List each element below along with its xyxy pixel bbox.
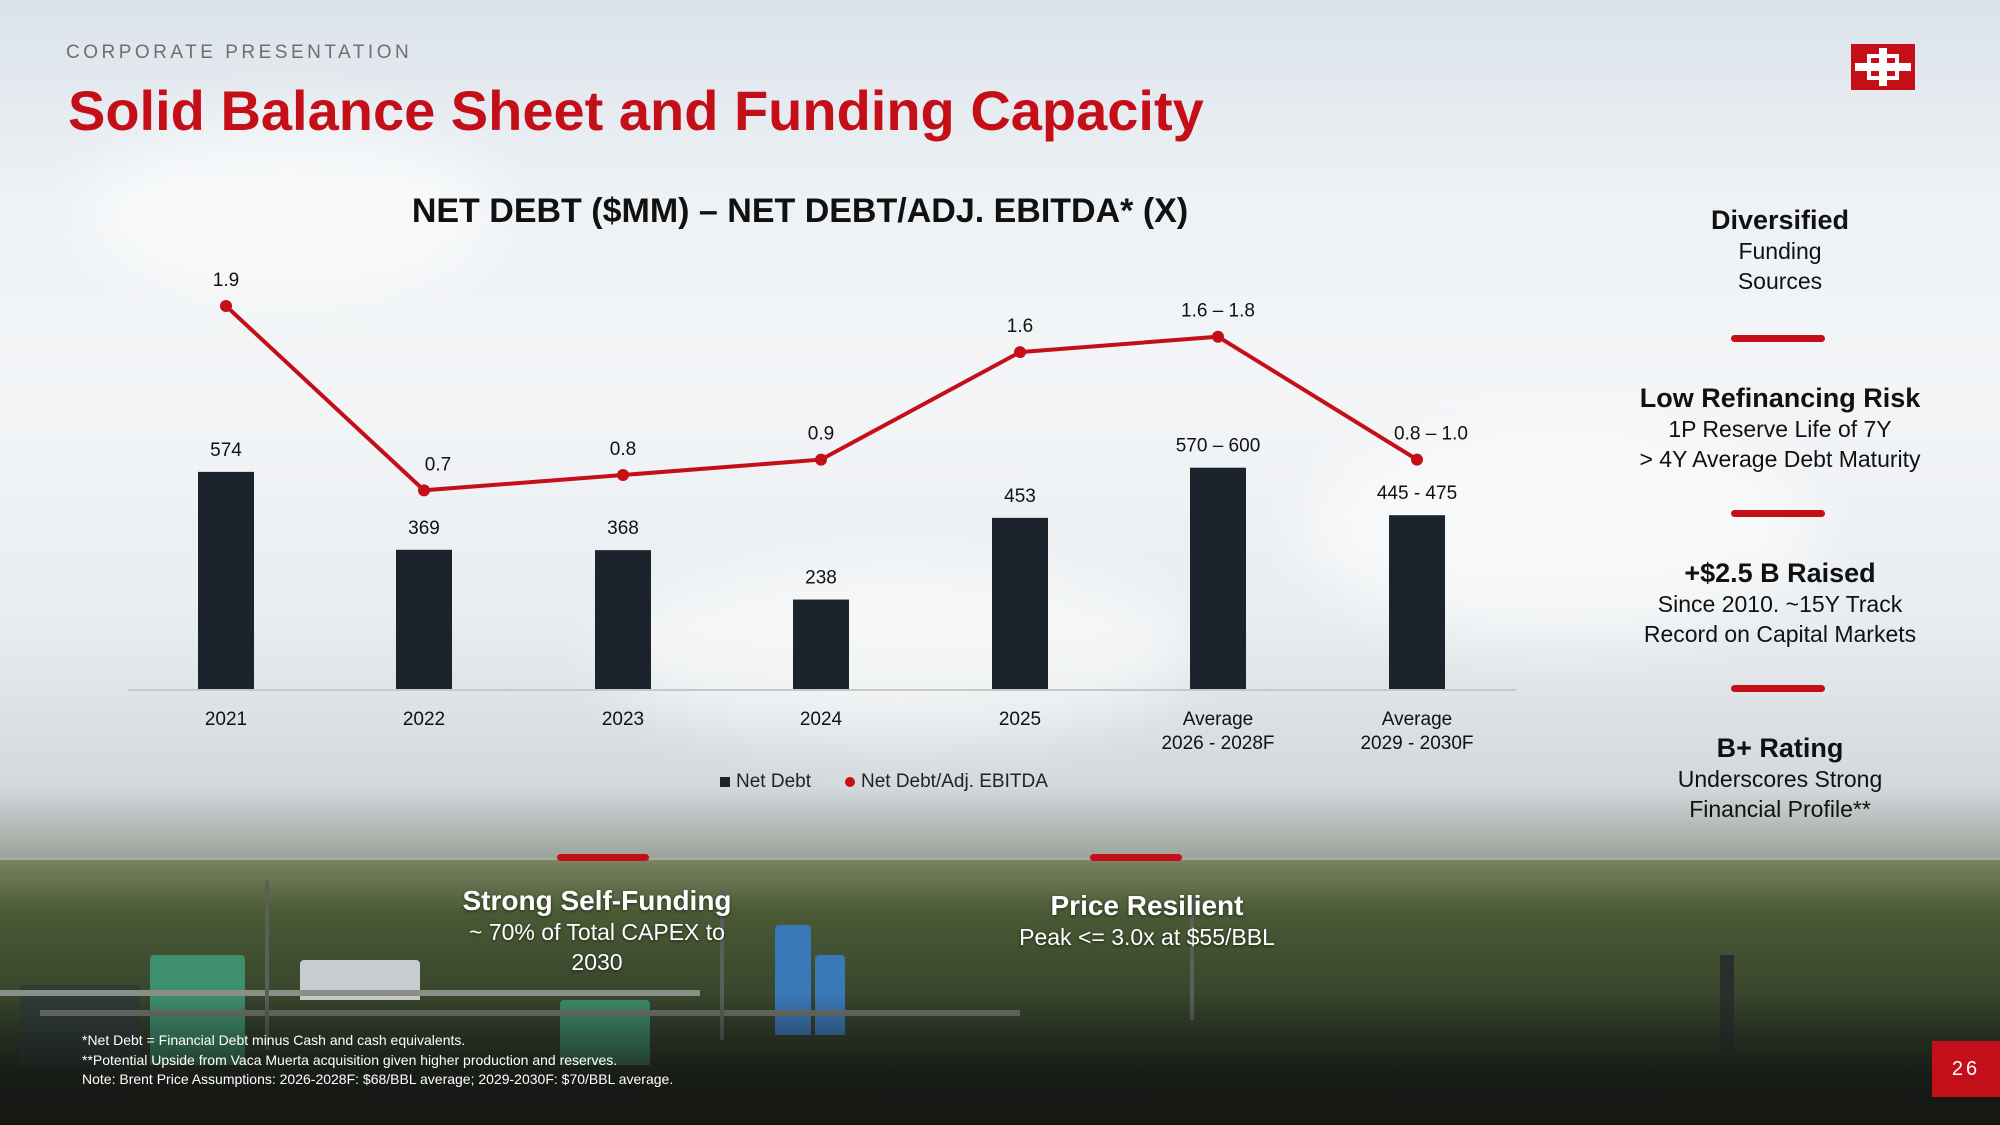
footnote: *Net Debt = Financial Debt minus Cash an… xyxy=(82,1032,466,1048)
pole-decoration xyxy=(720,890,724,1040)
ratio-point xyxy=(418,484,430,497)
sidebar-block-raised: +$2.5 B Raised Since 2010. ~15Y Track Re… xyxy=(1600,558,1960,649)
section-kicker: CORPORATE PRESENTATION xyxy=(66,42,413,63)
highlight-text: Peak <= 3.0x at $55/BBL xyxy=(1019,924,1275,950)
sidebar-heading: +$2.5 B Raised xyxy=(1684,558,1876,588)
ratio-label: 0.8 xyxy=(610,439,636,460)
sidebar-heading: Low Refinancing Risk xyxy=(1639,383,1921,413)
sidebar-text: Financial Profile** xyxy=(1689,796,1871,822)
divider xyxy=(1731,685,1825,692)
sidebar-text: Record on Capital Markets xyxy=(1643,621,1917,647)
divider xyxy=(557,854,649,861)
sidebar-text: Since 2010. ~15Y Track xyxy=(1657,591,1903,617)
bar-swatch-icon xyxy=(720,777,730,787)
bar-1 xyxy=(198,471,254,690)
divider xyxy=(1090,854,1182,861)
legend-label: Net Debt xyxy=(736,771,811,792)
ratio-label: 0.7 xyxy=(425,454,451,475)
footnotes: *Net Debt = Financial Debt minus Cash an… xyxy=(82,1031,673,1090)
footnote: Note: Brent Price Assumptions: 2026-2028… xyxy=(82,1071,674,1087)
bar-label: 368 xyxy=(607,518,639,539)
legend-label: Net Debt/Adj. EBITDA xyxy=(860,771,1048,792)
highlight-price-resilient: Price Resilient Peak <= 3.0x at $55/BBL xyxy=(960,890,1334,952)
ratio-series-line xyxy=(224,304,1419,493)
divider xyxy=(1731,510,1825,517)
sidebar-block-refinancing: Low Refinancing Risk 1P Reserve Life of … xyxy=(1600,383,1960,474)
legend-ratio: Net Debt/Adj. EBITDA xyxy=(844,771,1048,793)
sidebar-text: 1P Reserve Life of 7Y xyxy=(1668,416,1892,442)
x-tick-label: Average xyxy=(1183,709,1253,730)
ratio-label: 1.6 xyxy=(1007,316,1033,337)
x-tick-label: Average xyxy=(1382,709,1452,730)
sidebar-text: Underscores Strong xyxy=(1677,766,1883,792)
highlight-text: ~ 70% of Total CAPEX to xyxy=(469,919,725,945)
ratio-point xyxy=(815,453,827,466)
legend-net-debt: Net Debt xyxy=(720,771,811,793)
sidebar-heading: B+ Rating xyxy=(1716,733,1844,763)
highlight-heading: Price Resilient xyxy=(1050,890,1244,921)
pipe-decoration xyxy=(0,990,700,996)
sidebar-text: Funding xyxy=(1738,238,1822,264)
highlight-self-funding: Strong Self-Funding ~ 70% of Total CAPEX… xyxy=(420,885,774,977)
bar-label: 369 xyxy=(408,518,440,539)
chart-legend: Net Debt Net Debt/Adj. EBITDA xyxy=(720,771,1048,793)
x-tick-label: 2029 - 2030F xyxy=(1360,733,1473,754)
highlight-heading: Strong Self-Funding xyxy=(462,885,732,916)
ratio-point xyxy=(617,468,629,481)
ratio-point xyxy=(220,300,232,312)
ratio-point xyxy=(1014,346,1026,359)
sidebar-block-rating: B+ Rating Underscores Strong Financial P… xyxy=(1600,733,1960,824)
x-tick-label: 2022 xyxy=(403,709,445,730)
bar-label: 570 – 600 xyxy=(1176,436,1261,457)
sidebar-block-funding: Diversified Funding Sources xyxy=(1600,205,1960,296)
sidebar-heading: Diversified xyxy=(1710,205,1850,235)
page-title: Solid Balance Sheet and Funding Capacity xyxy=(68,79,1204,142)
pole-decoration xyxy=(1190,900,1194,1020)
highlight-text: 2030 xyxy=(571,949,623,975)
page-number: 26 xyxy=(1932,1041,2000,1097)
line-marker-icon xyxy=(844,777,855,787)
x-tick-label: 2021 xyxy=(205,709,247,730)
company-logo-icon xyxy=(1851,44,1915,90)
bottom-fade xyxy=(0,995,2000,1125)
ratio-label: 1.6 – 1.8 xyxy=(1181,301,1255,322)
ratio-point xyxy=(1212,330,1224,343)
x-tick-label: 2026 - 2028F xyxy=(1161,733,1274,754)
cloud-decoration xyxy=(80,120,500,300)
x-tick-label: 2023 xyxy=(602,709,644,730)
bar-label: 453 xyxy=(1004,486,1036,507)
footnote: **Potential Upside from Vaca Muerta acqu… xyxy=(82,1051,618,1068)
divider xyxy=(1731,335,1825,342)
sidebar-text: Sources xyxy=(1737,268,1823,294)
pole-decoration xyxy=(265,880,269,1050)
ratio-label: 0.9 xyxy=(808,424,834,445)
bar-2 xyxy=(396,549,452,690)
chart-title: NET DEBT ($MM) – NET DEBT/ADJ. EBITDA* (… xyxy=(411,192,1189,230)
bar-label: 574 xyxy=(210,440,242,461)
cloud-decoration xyxy=(600,560,1200,740)
sidebar-text: > 4Y Average Debt Maturity xyxy=(1639,446,1921,472)
